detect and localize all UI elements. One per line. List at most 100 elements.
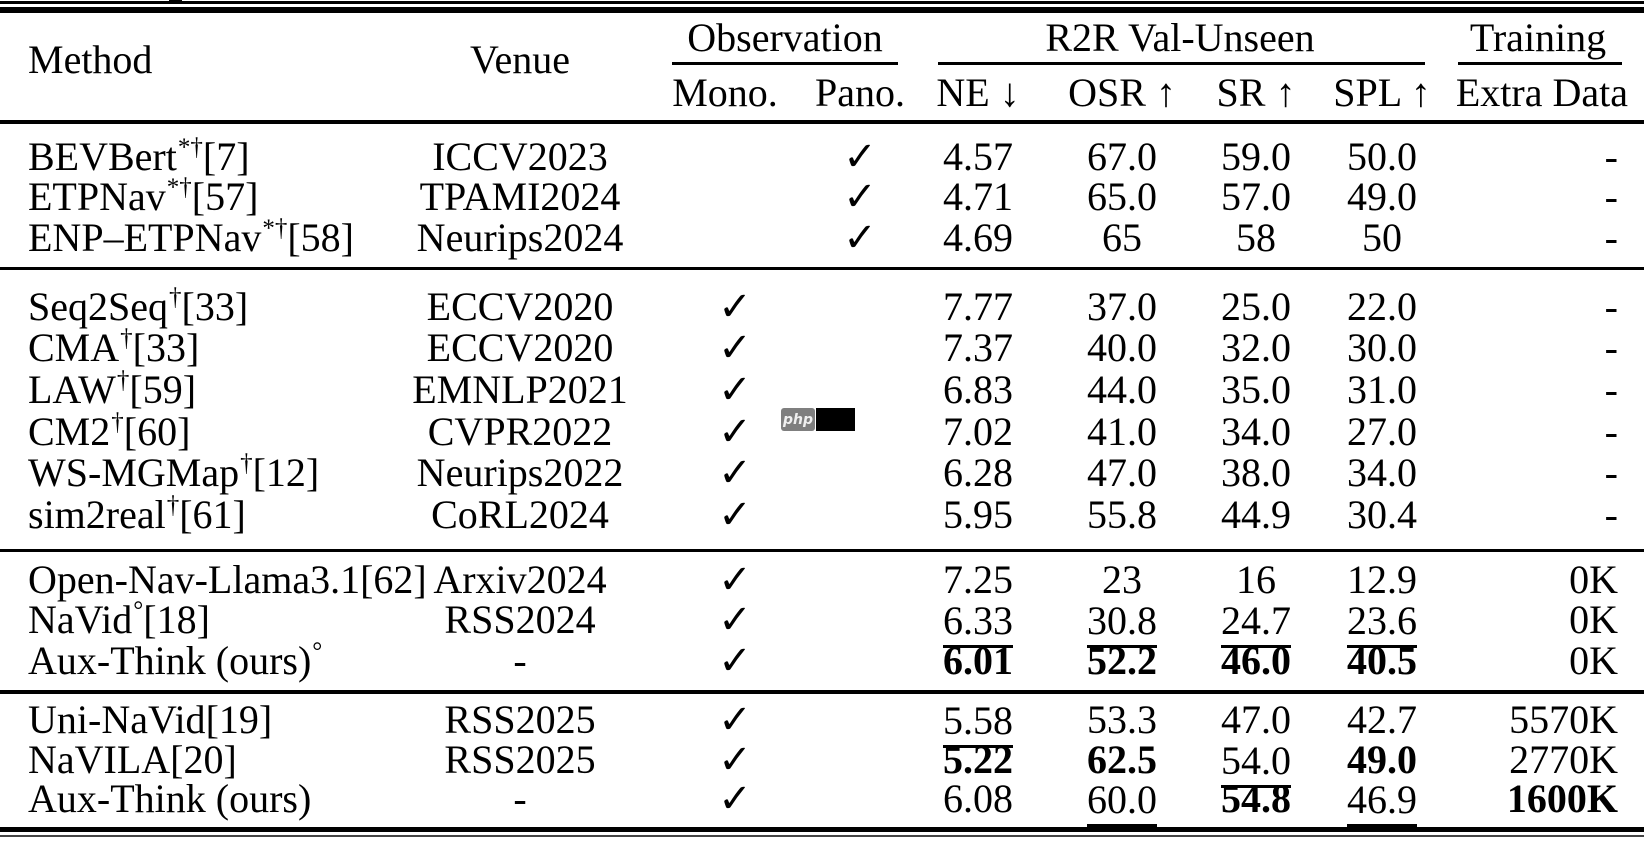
- venue-cell: CoRL2024: [431, 492, 609, 537]
- metric-value: 40.0: [1087, 325, 1157, 370]
- group-rule-2: [0, 549, 1644, 552]
- mono-check-icon: ✓: [718, 638, 752, 683]
- venue-cell: CVPR2022: [427, 409, 613, 454]
- metric-sr-cell: 24.7: [1221, 597, 1291, 648]
- mono-check-icon: ✓: [718, 450, 752, 495]
- col-header-pano: Pano.: [815, 70, 905, 115]
- method-superscript: °: [133, 596, 144, 624]
- metric-value: 7.77: [943, 284, 1013, 329]
- metric-spl-cell: 31.0: [1347, 367, 1417, 413]
- metric-osr-cell: 44.0: [1087, 367, 1157, 413]
- metric-sr-cell: 54.0: [1221, 737, 1291, 788]
- metric-value: 57.0: [1221, 174, 1291, 219]
- metric-value: 6.08: [943, 776, 1013, 821]
- metric-value: 7.37: [943, 325, 1013, 370]
- method-cell: ENP–ETPNav*†[58]: [28, 214, 354, 260]
- method-superscript: *†: [177, 133, 203, 161]
- metric-ne-cell: 6.01: [943, 638, 1013, 684]
- metric-value: 50.0: [1347, 134, 1417, 179]
- metric-sr-cell: 57.0: [1221, 174, 1291, 220]
- metric-value: 5.58: [943, 697, 1013, 748]
- venue-cell: -: [513, 776, 527, 821]
- mono-check-icon: ✓: [718, 284, 752, 329]
- pano-check-icon: ✓: [843, 215, 877, 260]
- metric-value: 6.83: [943, 367, 1013, 412]
- metric-osr-cell: 55.8: [1087, 492, 1157, 538]
- metric-value: 5.95: [943, 492, 1013, 537]
- metric-spl-cell: 40.5: [1347, 638, 1417, 684]
- venue-cell: ICCV2023: [432, 134, 608, 179]
- metric-value: 54.8: [1221, 776, 1291, 821]
- metric-osr-cell: 60.0: [1087, 776, 1157, 827]
- metric-osr-cell: 41.0: [1087, 409, 1157, 455]
- metric-ne-cell: 6.28: [943, 450, 1013, 496]
- col-header-osr: OSR ↑: [1068, 70, 1176, 115]
- metric-spl-cell: 50: [1362, 215, 1402, 261]
- top-rule-thick: [0, 7, 1644, 13]
- group-rule-3: [0, 690, 1644, 694]
- mono-check-icon: ✓: [718, 325, 752, 370]
- metric-value: 34.0: [1347, 450, 1417, 495]
- venue-cell: Neurips2024: [416, 215, 624, 260]
- metric-value: 65.0: [1087, 174, 1157, 219]
- table-row: BEVBert*†[7] ICCV2023 ✓ 4.57 67.0 59.0 50.0 -: [0, 134, 1644, 180]
- metric-value: 30.4: [1347, 492, 1417, 537]
- metric-value: 54.0: [1221, 737, 1291, 788]
- method-cell: NaVILA[20]: [28, 737, 237, 782]
- method-superscript: °: [312, 637, 323, 665]
- extra-data-cell: 2770K: [1509, 737, 1618, 782]
- php-watermark-label: php: [781, 408, 815, 431]
- metric-value: 46.0: [1221, 638, 1291, 683]
- metric-ne-cell: 6.33: [943, 597, 1013, 648]
- metric-ne-cell: 7.37: [943, 325, 1013, 371]
- method-superscript: †: [169, 283, 182, 311]
- metric-ne-cell: 6.83: [943, 367, 1013, 413]
- table-row: LAW†[59] EMNLP2021 ✓ 6.83 44.0 35.0 31.0 -: [0, 367, 1644, 413]
- extra-data-cell: -: [1604, 284, 1618, 329]
- metric-value: 23: [1102, 557, 1142, 602]
- metric-sr-cell: 35.0: [1221, 367, 1291, 413]
- metric-ne-cell: 6.08: [943, 776, 1013, 822]
- metric-value: 25.0: [1221, 284, 1291, 329]
- metric-ne-cell: 7.25: [943, 557, 1013, 603]
- method-superscript: †: [116, 366, 130, 394]
- php-watermark-black-block: [816, 408, 855, 431]
- metric-value: 40.5: [1347, 638, 1417, 683]
- metric-value: 4.71: [943, 174, 1013, 219]
- extra-data-cell: -: [1604, 215, 1618, 260]
- metric-spl-cell: 42.7: [1347, 697, 1417, 743]
- extra-data-cell: 0K: [1569, 638, 1618, 683]
- table-row: sim2real†[61] CoRL2024 ✓ 5.95 55.8 44.9 30.4 -: [0, 492, 1644, 538]
- metric-ne-cell: 5.95: [943, 492, 1013, 538]
- metric-value: 7.25: [943, 557, 1013, 602]
- metric-value: 6.33: [943, 597, 1013, 648]
- venue-cell: ECCV2020: [426, 284, 614, 329]
- venue-cell: Neurips2022: [416, 450, 624, 495]
- table-row: WS-MGMap†[12] Neurips2022 ✓ 6.28 47.0 38.0 34.…: [0, 450, 1644, 496]
- metric-value: 16: [1236, 557, 1276, 602]
- metric-spl-cell: 30.0: [1347, 325, 1417, 371]
- metric-value: 6.01: [943, 638, 1013, 683]
- extra-data-cell: -: [1604, 450, 1618, 495]
- metric-osr-cell: 62.5: [1087, 737, 1157, 783]
- metric-value: 46.9: [1347, 776, 1417, 827]
- metric-sr-cell: 34.0: [1221, 409, 1291, 455]
- metric-value: 4.57: [943, 134, 1013, 179]
- method-cell: CM2†[60]: [28, 408, 191, 454]
- method-cell: NaVid°[18]: [28, 596, 210, 642]
- pano-check-icon: ✓: [843, 174, 877, 219]
- metric-sr-cell: 38.0: [1221, 450, 1291, 496]
- metric-osr-cell: 40.0: [1087, 325, 1157, 371]
- venue-cell: ECCV2020: [426, 325, 614, 370]
- extra-data-cell: -: [1604, 492, 1618, 537]
- metric-spl-cell: 46.9: [1347, 776, 1417, 827]
- method-cell: CMA†[33]: [28, 324, 200, 370]
- metric-ne-cell: 7.02: [943, 409, 1013, 455]
- metric-osr-cell: 30.8: [1087, 597, 1157, 648]
- metric-spl-cell: 34.0: [1347, 450, 1417, 496]
- col-group-observation: Observation: [687, 15, 883, 60]
- metric-osr-cell: 65: [1102, 215, 1142, 261]
- table-row: ENP–ETPNav*†[58] Neurips2024 ✓ 4.69 65 58 50 -: [0, 215, 1644, 261]
- venue-cell: RSS2024: [444, 597, 596, 642]
